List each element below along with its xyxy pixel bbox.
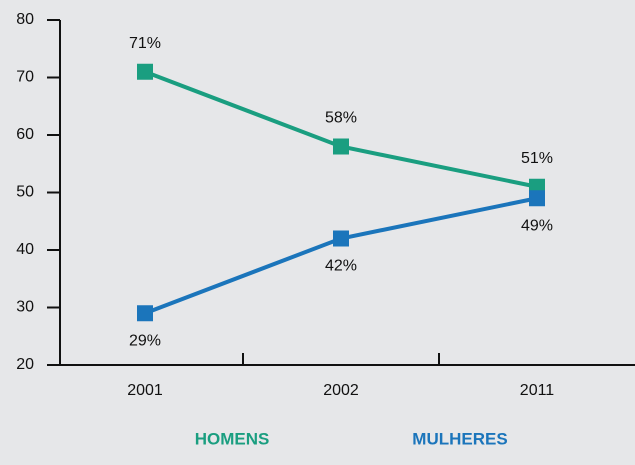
x-tick-label: 2011 <box>520 382 555 399</box>
point-marker <box>333 230 349 247</box>
y-tick-label: 70 <box>16 69 34 86</box>
legend-label: HOMENS <box>195 429 270 448</box>
data-label: 49% <box>521 217 553 234</box>
data-label: 42% <box>325 258 357 275</box>
y-tick-label: 80 <box>16 11 34 28</box>
data-label: 29% <box>129 332 161 349</box>
point-marker <box>333 138 349 155</box>
legend-label: MULHERES <box>412 429 507 448</box>
y-tick-label: 60 <box>16 126 34 143</box>
point-marker <box>529 190 545 207</box>
point-marker <box>137 305 153 322</box>
x-tick-label: 2002 <box>323 382 359 399</box>
data-label: 51% <box>521 150 553 167</box>
point-marker <box>137 63 153 80</box>
y-tick-label: 50 <box>16 184 34 201</box>
x-tick-label: 2001 <box>127 382 163 399</box>
y-tick-label: 40 <box>16 241 34 258</box>
y-tick-label: 20 <box>16 356 34 373</box>
y-tick-label: 30 <box>16 299 34 316</box>
data-label: 58% <box>325 110 357 127</box>
data-label: 71% <box>129 35 161 52</box>
